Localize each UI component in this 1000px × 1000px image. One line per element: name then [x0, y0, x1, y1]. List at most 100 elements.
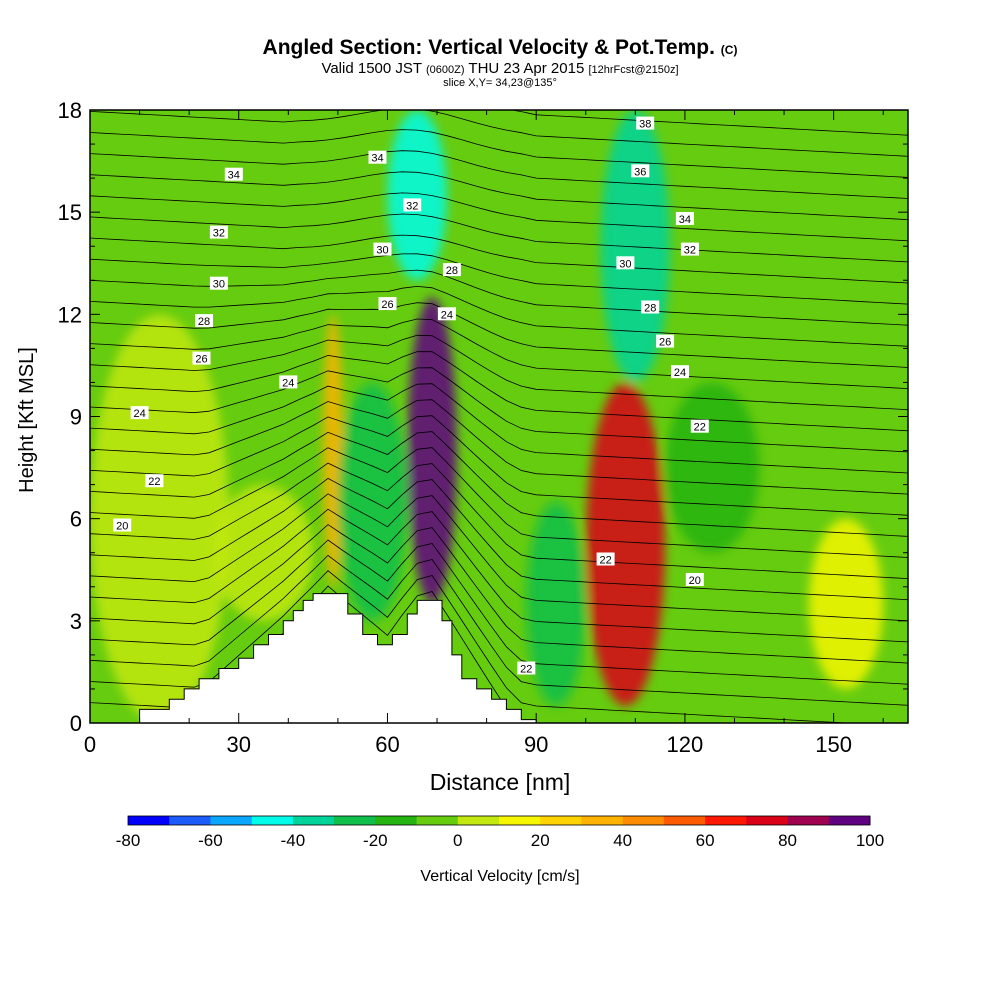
theta-label: 28: [442, 263, 461, 277]
velocity-region: [808, 518, 884, 689]
theta-label-text: 30: [213, 279, 225, 291]
theta-label-box: [192, 351, 211, 365]
x-axis-label: Distance [nm]: [430, 769, 571, 795]
theta-label: 34: [224, 167, 243, 182]
theta-contour: [90, 508, 908, 643]
theta-contour: [90, 213, 908, 263]
theta-contour: [90, 234, 908, 284]
theta-contour: [90, 539, 908, 685]
theta-contour: [90, 477, 908, 601]
theta-label-text: 32: [684, 245, 696, 257]
theta-contour: [90, 285, 908, 347]
theta-label-box: [641, 300, 660, 314]
forecast-info: [12hrFcst@2150z]: [588, 64, 679, 76]
theta-label: 32: [403, 198, 422, 212]
y-tick-label: 6: [70, 507, 82, 532]
theta-label-text: 24: [133, 408, 145, 420]
theta-label-text: 22: [694, 422, 706, 434]
theta-label: 22: [596, 552, 615, 567]
theta-contour: [90, 129, 908, 178]
y-tick-label: 15: [58, 200, 82, 225]
theta-label-text: 34: [228, 170, 240, 182]
theta-label: 34: [675, 212, 694, 226]
y-tick-label: 18: [58, 98, 82, 123]
theta-label: 32: [209, 225, 228, 240]
theta-label: 36: [631, 164, 650, 178]
colorbar: -80 -60 -40 -20 0 20 40 60 80 100: [116, 815, 884, 850]
colorbar-swatch: [828, 816, 871, 825]
colorbar-swatch: [210, 816, 253, 825]
theta-label-box: [224, 167, 243, 181]
theta-label-box: [378, 297, 397, 311]
theta-label-box: [403, 198, 422, 212]
theta-label: 30: [209, 276, 228, 291]
velocity-region: [585, 382, 666, 706]
theta-label-box: [656, 334, 675, 348]
colorbar-tick-label: 20: [531, 831, 550, 850]
theta-contour: [90, 431, 908, 537]
theta-contour: [90, 570, 854, 723]
velocity-region: [600, 110, 671, 383]
theta-label: 22: [517, 661, 536, 676]
plot-area: 20 22 24 26 28 30 32 34 24 26 24 28 30 32 34 22 22 20 22 24…: [90, 110, 908, 723]
colorbar-swatch: [581, 816, 624, 825]
theta-label-text: 28: [446, 265, 458, 277]
theta-contour: [90, 253, 908, 305]
colorbar-swatch: [540, 816, 582, 825]
theta-label: 24: [279, 375, 298, 389]
theta-label: 20: [685, 573, 704, 587]
colorbar-swatch: [663, 816, 706, 825]
theta-label-box: [209, 225, 228, 239]
theta-label-box: [209, 276, 228, 290]
theta-label-box: [145, 474, 164, 488]
velocity-region: [90, 314, 229, 723]
theta-label-text: 20: [116, 521, 128, 533]
valid-date: THU 23 Apr 2015: [468, 60, 585, 77]
theta-label-box: [685, 573, 704, 586]
velocity-region: [407, 297, 457, 604]
theta-label-box: [680, 242, 699, 256]
theta-label-text: 20: [689, 575, 701, 587]
theta-contour: [90, 302, 908, 368]
theta-contour: [90, 192, 908, 242]
colorbar-swatch: [169, 816, 211, 825]
y-tick-label: 3: [70, 609, 82, 634]
theta-contour: [90, 351, 908, 432]
theta-label-text: 38: [639, 119, 651, 131]
colorbar-tick-label: -80: [116, 831, 141, 850]
theta-label: 28: [195, 314, 213, 328]
colorbar-swatch: [457, 816, 500, 825]
theta-label-box: [616, 256, 635, 270]
theta-label: 38: [636, 116, 655, 131]
theta-contour: [509, 110, 908, 136]
theta-label-box: [636, 116, 655, 130]
potential-temperature-labels: 20 22 24 26 28 30 32 34 24 26 24 28 30 32 34 22 22 20 22 24…: [113, 116, 709, 676]
theta-label: 26: [192, 351, 211, 366]
slice-info: slice X,Y= 34,23@135°: [443, 77, 557, 89]
colorbar-swatch: [128, 816, 170, 825]
theta-label-text: 32: [406, 200, 418, 212]
velocity-region: [526, 501, 586, 706]
theta-label: 24: [130, 406, 149, 420]
colorbar-swatch: [787, 816, 830, 825]
x-tick-label: 60: [375, 732, 399, 757]
x-tick-label: 30: [226, 732, 250, 757]
chart-title-suffix: (C): [720, 43, 738, 57]
theta-label-box: [631, 164, 650, 178]
theta-label-box: [442, 263, 461, 277]
theta-label-text: 26: [381, 299, 393, 311]
y-tick-label: 0: [70, 711, 82, 736]
theta-label: 34: [368, 150, 387, 165]
terrain: [90, 593, 908, 723]
velocity-region: [213, 484, 314, 621]
y-tick-label: 12: [58, 302, 82, 327]
theta-label-text: 26: [659, 337, 671, 349]
theta-label-text: 28: [198, 316, 210, 328]
colorbar-tick-label: -40: [281, 831, 306, 850]
colorbar-swatch: [622, 816, 665, 825]
theta-label-text: 24: [441, 309, 453, 321]
theta-contour: [90, 493, 908, 622]
theta-label-text: 34: [371, 153, 383, 165]
theta-label: 22: [145, 474, 164, 488]
